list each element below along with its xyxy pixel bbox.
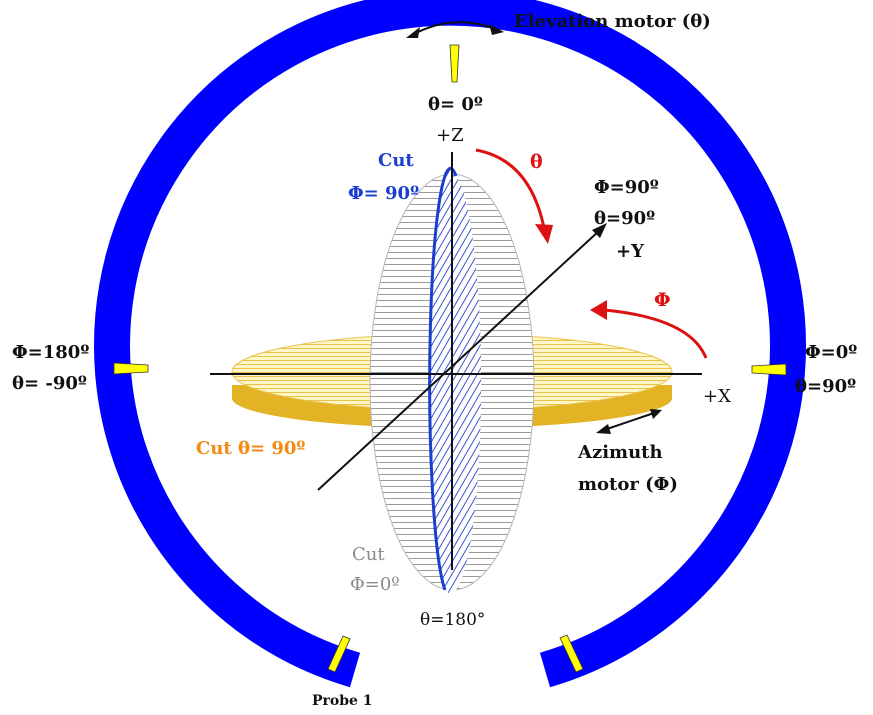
azimuth-arrowhead-right — [650, 409, 662, 419]
right-phi-label: Φ=0º — [805, 342, 857, 363]
theta-rotation-arrow — [475, 148, 546, 229]
cut-phi0-value: Φ=0º — [350, 574, 400, 595]
cut-phi0-title: Cut — [352, 544, 385, 565]
theta-180-label: θ=180° — [420, 610, 485, 630]
probe-label: Probe 1 — [312, 693, 373, 709]
left-ring-marker — [113, 362, 149, 375]
right-theta-label: θ=90º — [795, 376, 856, 397]
phi-rotation-arrowhead — [590, 300, 607, 320]
plus-y-label: +Y — [616, 241, 645, 262]
right-ring-marker — [751, 363, 787, 376]
cut-theta-label: Cut θ= 90º — [196, 438, 305, 459]
right-bottom-ring-marker — [559, 634, 584, 673]
elevation-ring — [94, 0, 806, 688]
theta-rotation-arrowhead — [535, 224, 553, 244]
azimuth-motor-line1: Azimuth — [577, 442, 663, 463]
elevation-arrowhead-right — [489, 24, 504, 35]
phi-arrow-label: Φ — [654, 289, 671, 311]
phi90-cut-hatch — [429, 168, 482, 594]
plus-x-label: +X — [703, 386, 731, 407]
theta90-y-label: θ=90º — [594, 208, 655, 229]
azimuth-motor-line2: motor (Φ) — [578, 474, 678, 495]
elevation-motor-label: Elevation motor (θ) — [514, 11, 711, 32]
top-ring-marker — [449, 44, 460, 83]
elevation-motor-arrow — [411, 21, 499, 36]
phi90-label: Φ=90º — [594, 177, 659, 198]
azimuth-motor-arrow — [603, 412, 655, 431]
cut-phi90-title: Cut — [378, 150, 414, 171]
probe-marker — [327, 635, 351, 673]
y-axis-arrowhead — [592, 223, 607, 238]
azimuth-arrowhead-left — [596, 424, 611, 434]
cut-phi90-value: Φ= 90º — [348, 183, 419, 204]
phi-rotation-arrow — [603, 308, 708, 359]
elevation-arrowhead-left — [406, 27, 420, 38]
y-axis — [317, 229, 601, 491]
left-phi-label: Φ=180º — [12, 342, 89, 363]
plus-z-label: +Z — [436, 125, 464, 146]
theta-arrow-label: θ — [530, 151, 543, 173]
theta-0-label: θ= 0º — [428, 94, 483, 115]
phi90-cut-outline — [428, 166, 458, 591]
left-theta-label: θ= -90º — [12, 373, 87, 394]
